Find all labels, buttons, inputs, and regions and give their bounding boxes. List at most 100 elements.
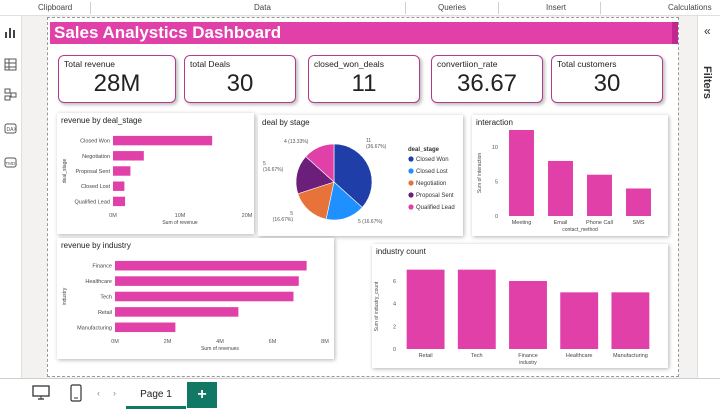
bar — [406, 269, 445, 349]
category-label: Healthcare — [566, 353, 593, 359]
chart-title: interaction — [476, 118, 513, 127]
y-axis-label: Sum of industry_count — [374, 281, 380, 331]
chart-title: industry count — [376, 247, 426, 256]
svg-text:DAX: DAX — [7, 127, 18, 133]
category-label: Healthcare — [85, 279, 112, 285]
kpi-conversion-rate[interactable]: convertiion_rate 36.67 — [431, 55, 543, 103]
bar — [115, 307, 239, 317]
revenue-by-industry-plot: Finance Healthcare Tech Retail Manufacturing… — [62, 260, 329, 352]
ribbon-group-clipboard[interactable]: Clipboard — [38, 3, 73, 12]
legend-entry: Proposal Sent — [416, 193, 454, 199]
y-axis-label: deal_stage — [62, 159, 68, 184]
desktop-layout-icon[interactable] — [32, 385, 50, 406]
chart-deal-by-stage[interactable]: deal by stage 11 (36.67%) 5 (16.67%) 5 (16.6… — [258, 115, 463, 236]
kpi-value: 30 — [593, 70, 621, 97]
model-view-icon[interactable] — [3, 88, 18, 101]
category-label: Proposal Sent — [75, 169, 110, 175]
kpi-total-deals[interactable]: total Deals 30 — [184, 55, 296, 103]
tick-label: 0M — [111, 339, 119, 345]
x-axis-label: contact_method — [562, 227, 598, 233]
dashboard-title: Sales Analystics Dashboard — [54, 23, 282, 42]
kpi-value: 11 — [351, 70, 377, 97]
x-axis-label: Sum of revenues — [201, 346, 239, 352]
tick-label: 10M — [175, 213, 186, 219]
industry-count-plot: 0 2 4 6 Retail Tech Finance Healthcare Manufactu… — [374, 269, 650, 366]
legend-entry: Closed Won — [416, 157, 449, 163]
tick-label: 4 — [393, 302, 396, 308]
legend-swatch — [408, 204, 414, 210]
legend-title: deal_stage — [408, 147, 440, 153]
data-label: 4 (13.33%) — [284, 139, 309, 145]
kpi-value: 30 — [226, 70, 254, 97]
collapse-chevron-icon[interactable]: « — [704, 24, 711, 38]
bar — [560, 292, 599, 349]
chart-title: deal by stage — [262, 118, 310, 127]
bar — [115, 322, 176, 333]
deal-by-stage-plot: 11 (36.67%) 5 (16.67%) 5 (16.67%) 5 (16.67%) 4 … — [263, 138, 455, 225]
mobile-layout-icon[interactable] — [70, 384, 82, 407]
dax-query-icon[interactable]: DAX — [3, 122, 18, 135]
chart-title: revenue by deal_stage — [61, 116, 142, 125]
x-axis-label: industry — [519, 360, 537, 366]
ribbon-group-calculations[interactable]: Calculations — [668, 3, 712, 12]
kpi-label: total Deals — [190, 59, 231, 69]
kpi-label: Total revenue — [64, 59, 116, 69]
ribbon-group-queries[interactable]: Queries — [438, 3, 467, 12]
bar — [115, 276, 299, 286]
tmdl-view-icon[interactable]: TMDL — [3, 156, 18, 169]
bar — [113, 181, 125, 191]
ribbon: Clipboard Data Queries Insert Calculatio… — [0, 0, 720, 16]
page-prev-icon[interactable]: ‹ — [97, 388, 100, 398]
data-label: 11 (36.67%) — [366, 138, 387, 150]
data-label: 5 (16.67%) — [273, 211, 294, 223]
pie-slice — [305, 143, 335, 183]
tick-label: 0M — [109, 213, 117, 219]
legend-swatch — [408, 192, 414, 198]
legend-swatch — [408, 168, 414, 174]
tick-label: 2M — [164, 339, 172, 345]
chart-industry-count[interactable]: industry count 0 2 4 6 Retail Tech Finance Heal… — [372, 244, 668, 368]
kpi-label: closed_won_deals — [314, 59, 384, 69]
page-next-icon[interactable]: › — [113, 388, 116, 398]
filters-pane[interactable]: « Filters — [697, 16, 720, 378]
tick-label: 10 — [492, 145, 498, 151]
chart-title: revenue by industry — [61, 241, 131, 250]
ribbon-group-data[interactable]: Data — [254, 3, 271, 12]
category-label: Manufacturing — [77, 325, 112, 331]
add-page-button[interactable]: + — [187, 382, 217, 408]
category-label: Closed Won — [80, 139, 110, 145]
legend-swatch — [408, 180, 414, 186]
kpi-closed-won-deals[interactable]: closed_won_deals 11 — [308, 55, 420, 103]
bar — [611, 292, 650, 349]
chart-revenue-by-industry[interactable]: revenue by industry Finance Healthcare Tec… — [57, 238, 334, 359]
chart-interaction[interactable]: interaction 0 5 10 Meeting Email Phone Call SM… — [472, 115, 668, 236]
kpi-value: 36.67 — [456, 70, 518, 97]
kpi-value: 28M — [93, 70, 141, 97]
category-label: Meeting — [512, 220, 532, 226]
legend-entry: Negotiation — [416, 181, 446, 187]
kpi-total-revenue[interactable]: Total revenue 28M — [58, 55, 176, 103]
svg-text:TMDL: TMDL — [6, 161, 18, 166]
bar — [587, 174, 612, 216]
tick-label: 6M — [269, 339, 277, 345]
bar — [113, 166, 131, 176]
bar — [548, 160, 573, 216]
data-label: 5 (16.67%) — [263, 161, 284, 173]
tick-label: 0 — [495, 214, 498, 220]
bar — [115, 291, 294, 302]
page-tab-page-1[interactable]: Page 1 — [126, 384, 186, 409]
category-label: Closed Lost — [81, 184, 111, 190]
chart-revenue-by-deal-stage[interactable]: revenue by deal_stage Closed Won Negotiat… — [57, 113, 254, 234]
table-view-icon[interactable] — [3, 58, 18, 71]
category-label: Phone Call — [586, 220, 613, 226]
report-view-icon[interactable] — [3, 26, 18, 39]
category-label: Qualified Lead — [75, 199, 110, 205]
legend-entry: Qualified Lead — [416, 205, 455, 211]
bar — [457, 269, 496, 349]
kpi-label: Total customers — [557, 59, 617, 69]
category-label: Manufacturing — [613, 353, 648, 359]
ribbon-group-insert[interactable]: Insert — [546, 3, 567, 12]
tick-label: 4M — [216, 339, 224, 345]
kpi-total-customers[interactable]: Total customers 30 — [551, 55, 663, 103]
category-label: Finance — [92, 264, 112, 270]
